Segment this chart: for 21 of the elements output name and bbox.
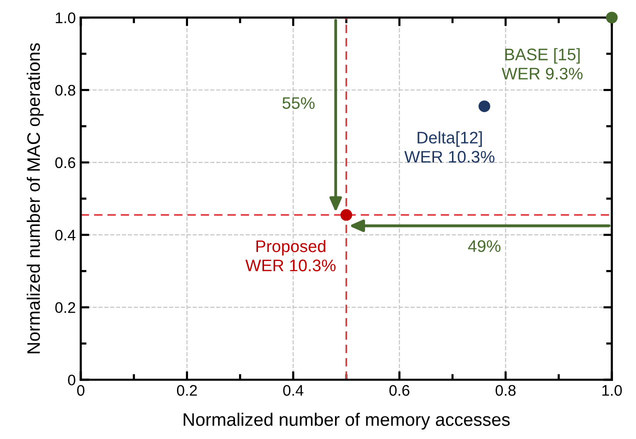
x-tick-label: 1.0	[602, 385, 622, 396]
x-axis-title: Normalized number of memory accesses	[184, 412, 510, 430]
y-tick-label: 0.4	[55, 230, 76, 241]
y-tick-label: 0	[68, 374, 76, 386]
x-tick-label: 0.8	[496, 385, 516, 396]
x-tick-label: 0.6	[389, 385, 410, 396]
x-tick-label: 0.4	[283, 385, 304, 396]
y-tick-label: 0.8	[55, 84, 76, 96]
y-tick-label: 0.6	[55, 157, 76, 168]
annotation: 55%	[282, 97, 315, 109]
y-tick-label: 1.0	[56, 12, 76, 24]
x-tick-label: 0.2	[176, 385, 197, 396]
text: BASE [15] WER 9.3%	[502, 48, 583, 80]
point	[478, 100, 490, 112]
y-axis-title: Normalized number of MAC operations	[26, 43, 44, 354]
series-label: Proposed WER 10.3%	[245, 240, 336, 272]
x-tick-label: 0	[77, 385, 84, 396]
point	[340, 209, 352, 221]
annotation: 49%	[468, 240, 500, 252]
series-label: Delta[12] WER 10.3%	[404, 131, 494, 163]
y-tick-label: 0.2	[55, 302, 76, 313]
